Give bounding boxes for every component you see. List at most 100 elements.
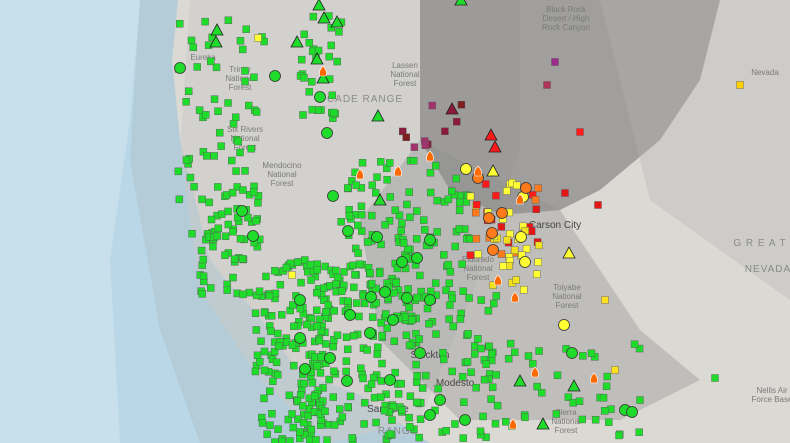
sensor-square[interactable] xyxy=(416,271,424,280)
sensor-square[interactable] xyxy=(502,418,510,426)
sensor-square[interactable] xyxy=(207,57,215,66)
sensor-square[interactable] xyxy=(290,361,298,370)
sensor-square[interactable] xyxy=(242,25,250,33)
sensor-square[interactable] xyxy=(238,255,247,263)
sensor-square[interactable] xyxy=(323,436,331,443)
sensor-square[interactable] xyxy=(313,288,321,297)
fire-icon[interactable] xyxy=(511,291,519,303)
sensor-square[interactable] xyxy=(363,238,372,246)
sensor-square[interactable] xyxy=(266,387,274,395)
sensor-square[interactable] xyxy=(492,371,500,379)
sensor-square[interactable] xyxy=(207,284,215,292)
sensor-square[interactable] xyxy=(472,383,480,392)
sensor-square[interactable] xyxy=(378,359,386,368)
sensor-square[interactable] xyxy=(300,379,308,388)
sensor-square[interactable] xyxy=(413,207,421,215)
sensor-square[interactable] xyxy=(355,260,364,268)
monitor-circle[interactable] xyxy=(324,352,336,364)
sensor-square[interactable] xyxy=(455,198,464,207)
sensor-square[interactable] xyxy=(349,261,357,270)
monitor-circle[interactable] xyxy=(519,256,531,268)
sensor-square[interactable] xyxy=(426,188,435,197)
sensor-square[interactable] xyxy=(214,107,222,115)
sensor-square[interactable] xyxy=(221,251,229,259)
sensor-square[interactable] xyxy=(372,418,380,427)
sensor-square[interactable] xyxy=(290,322,298,331)
sensor-square[interactable] xyxy=(267,312,276,320)
sensor-square[interactable] xyxy=(410,143,419,151)
sensor-square[interactable] xyxy=(378,331,386,340)
sensor-square[interactable] xyxy=(338,287,346,295)
sensor-square[interactable] xyxy=(321,262,329,271)
sensor-square[interactable] xyxy=(354,221,362,230)
sensor-square[interactable] xyxy=(409,157,418,165)
sensor-square[interactable] xyxy=(615,431,623,440)
sensor-square[interactable] xyxy=(403,200,411,209)
sensor-square[interactable] xyxy=(373,350,382,358)
monitor-circle[interactable] xyxy=(294,332,306,344)
monitor-circle[interactable] xyxy=(396,256,408,268)
monitor-triangle[interactable] xyxy=(373,193,387,206)
sensor-square[interactable] xyxy=(205,198,213,207)
sensor-square[interactable] xyxy=(252,217,260,225)
sensor-square[interactable] xyxy=(433,196,441,205)
sensor-square[interactable] xyxy=(600,407,609,415)
sensor-square[interactable] xyxy=(635,428,643,436)
sensor-square[interactable] xyxy=(299,111,307,119)
sensor-square[interactable] xyxy=(395,211,404,220)
sensor-square[interactable] xyxy=(245,101,253,110)
sensor-square[interactable] xyxy=(464,330,472,338)
sensor-square[interactable] xyxy=(223,286,231,294)
sensor-square[interactable] xyxy=(271,438,279,443)
sensor-square[interactable] xyxy=(439,349,447,357)
sensor-square[interactable] xyxy=(229,273,237,282)
monitor-triangle[interactable] xyxy=(210,23,224,36)
sensor-square[interactable] xyxy=(189,43,198,52)
sensor-square[interactable] xyxy=(289,301,297,309)
sensor-square[interactable] xyxy=(383,324,391,332)
monitor-circle[interactable] xyxy=(566,347,578,359)
sensor-square[interactable] xyxy=(451,242,459,251)
sensor-square[interactable] xyxy=(417,287,425,296)
sensor-square[interactable] xyxy=(249,188,258,196)
sensor-square[interactable] xyxy=(463,358,472,366)
sensor-square[interactable] xyxy=(400,239,408,247)
sensor-square[interactable] xyxy=(262,272,270,281)
monitor-circle[interactable] xyxy=(299,363,311,375)
sensor-square[interactable] xyxy=(297,278,305,287)
sensor-square[interactable] xyxy=(198,195,206,204)
monitor-circle[interactable] xyxy=(459,414,471,426)
sensor-square[interactable] xyxy=(377,319,385,327)
monitor-circle[interactable] xyxy=(434,394,446,406)
sensor-square[interactable] xyxy=(485,342,493,351)
sensor-square[interactable] xyxy=(315,336,324,345)
fire-icon[interactable] xyxy=(319,65,327,77)
monitor-triangle[interactable] xyxy=(562,246,576,259)
sensor-square[interactable] xyxy=(338,413,347,421)
sensor-square[interactable] xyxy=(333,331,342,339)
sensor-square[interactable] xyxy=(187,36,196,45)
sensor-square[interactable] xyxy=(512,276,520,284)
sensor-square[interactable] xyxy=(340,268,348,276)
sensor-square[interactable] xyxy=(527,227,536,236)
sensor-square[interactable] xyxy=(533,382,541,391)
sensor-square[interactable] xyxy=(380,406,389,415)
fire-icon[interactable] xyxy=(494,274,502,286)
monitor-circle[interactable] xyxy=(384,374,396,386)
sensor-square[interactable] xyxy=(522,245,531,253)
sensor-square[interactable] xyxy=(241,77,249,86)
sensor-square[interactable] xyxy=(252,326,261,334)
sensor-square[interactable] xyxy=(293,258,302,266)
sensor-square[interactable] xyxy=(446,268,455,276)
monitor-circle[interactable] xyxy=(515,231,527,243)
sensor-square[interactable] xyxy=(278,437,286,443)
sensor-square[interactable] xyxy=(460,398,468,406)
sensor-square[interactable] xyxy=(405,341,414,349)
sensor-square[interactable] xyxy=(239,186,247,194)
sensor-square[interactable] xyxy=(217,142,225,150)
sensor-square[interactable] xyxy=(330,307,338,315)
sensor-square[interactable] xyxy=(533,270,541,278)
sensor-square[interactable] xyxy=(372,284,380,293)
sensor-square[interactable] xyxy=(251,309,260,317)
